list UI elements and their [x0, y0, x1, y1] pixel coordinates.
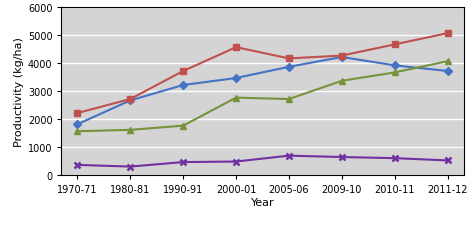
Wheat — [180, 70, 186, 73]
Maize — [75, 130, 80, 133]
Rice — [339, 56, 345, 59]
Wheat — [286, 58, 292, 61]
Line: Maize: Maize — [74, 58, 451, 135]
Y-axis label: Productivity (kg/ha): Productivity (kg/ha) — [14, 36, 24, 146]
Wheat — [75, 112, 80, 115]
Rice — [127, 100, 133, 102]
Cotton — [75, 164, 80, 167]
Maize — [392, 72, 398, 74]
Maize — [445, 60, 450, 64]
Line: Rice: Rice — [75, 55, 450, 128]
Cotton — [286, 154, 292, 158]
Cotton — [392, 157, 398, 160]
Maize — [127, 129, 133, 132]
Rice — [75, 123, 80, 126]
Rice — [445, 70, 450, 73]
Maize — [286, 98, 292, 101]
Wheat — [339, 55, 345, 58]
X-axis label: Year: Year — [251, 197, 274, 207]
Cotton — [180, 161, 186, 164]
Cotton — [233, 160, 239, 164]
Wheat — [233, 46, 239, 50]
Line: Wheat: Wheat — [75, 31, 450, 116]
Maize — [339, 80, 345, 83]
Rice — [233, 77, 239, 80]
Rice — [392, 65, 398, 68]
Maize — [180, 125, 186, 128]
Cotton — [339, 156, 345, 159]
Maize — [233, 97, 239, 100]
Rice — [180, 84, 186, 87]
Wheat — [392, 44, 398, 47]
Wheat — [127, 98, 133, 101]
Cotton — [127, 166, 133, 168]
Rice — [286, 66, 292, 69]
Line: Cotton: Cotton — [74, 152, 451, 170]
Wheat — [445, 32, 450, 35]
Cotton — [445, 159, 450, 162]
